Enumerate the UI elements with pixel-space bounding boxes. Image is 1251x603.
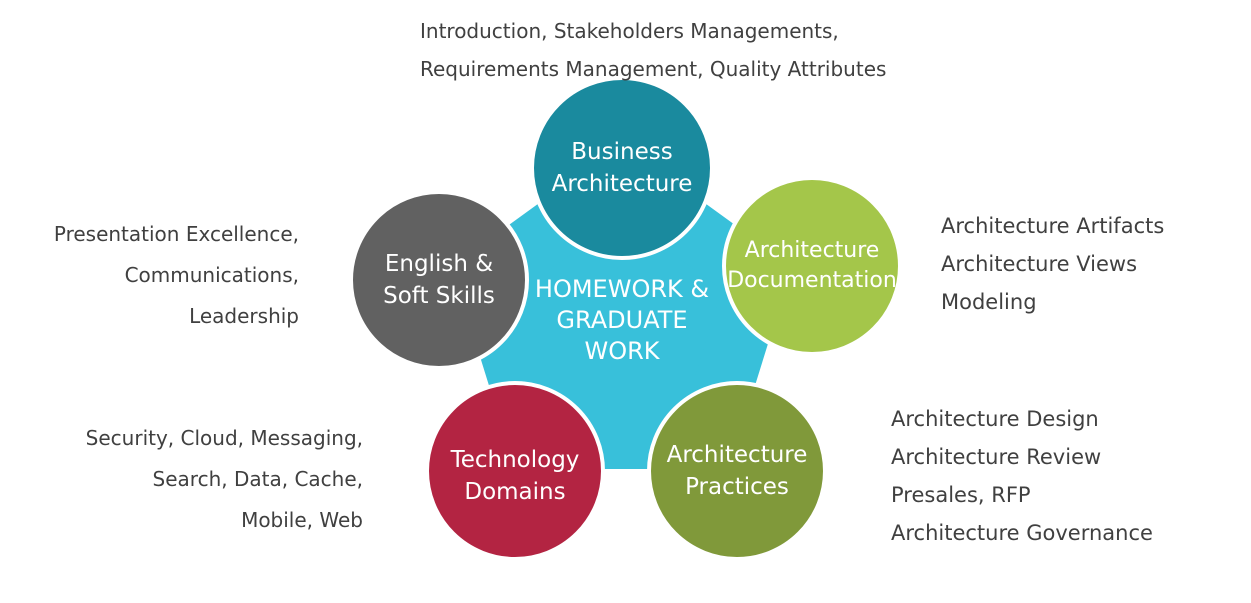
practices-label: Architecture Practices xyxy=(649,436,825,506)
documentation-detail-1: Architecture Artifacts xyxy=(941,214,1165,238)
technology-line-1: Technology xyxy=(450,447,580,473)
documentation-label: Architecture Documentation xyxy=(724,231,900,301)
business-details: Introduction, Stakeholders Managements, … xyxy=(420,12,886,88)
technology-detail-2: Search, Data, Cache, xyxy=(152,467,363,491)
documentation-line-2: Documentation xyxy=(727,268,897,293)
practices-circle xyxy=(647,381,827,561)
english-label: English & Soft Skills xyxy=(351,245,527,315)
technology-circle xyxy=(425,381,605,561)
center-line-2: GRADUATE xyxy=(556,305,688,334)
english-line-2: Soft Skills xyxy=(383,283,495,309)
business-label: Business Architecture xyxy=(532,128,712,208)
business-circle xyxy=(530,76,714,260)
documentation-details: Architecture Artifacts Architecture View… xyxy=(941,207,1164,321)
technology-line-2: Domains xyxy=(464,479,566,505)
technology-detail-1: Security, Cloud, Messaging, xyxy=(85,426,363,450)
documentation-detail-3: Modeling xyxy=(941,290,1037,314)
business-detail-2: Requirements Management, Quality Attribu… xyxy=(420,57,887,81)
english-detail-3: Leadership xyxy=(189,304,299,328)
center-line-1: HOMEWORK & xyxy=(534,274,710,303)
technology-detail-3: Mobile, Web xyxy=(241,508,363,532)
documentation-circle xyxy=(722,176,902,356)
english-details: Presentation Excellence, Communications,… xyxy=(54,214,299,337)
practices-detail-3: Presales, RFP xyxy=(891,483,1031,507)
business-line-2: Architecture xyxy=(551,171,693,197)
practices-detail-2: Architecture Review xyxy=(891,445,1102,469)
english-detail-2: Communications, xyxy=(124,263,299,287)
practices-line-1: Architecture xyxy=(666,442,808,468)
documentation-line-1: Architecture xyxy=(744,238,880,263)
center-line-3: WORK xyxy=(584,336,660,365)
english-detail-1: Presentation Excellence, xyxy=(53,222,299,246)
english-circle xyxy=(349,190,529,370)
documentation-detail-2: Architecture Views xyxy=(941,252,1138,276)
english-line-1: English & xyxy=(384,251,494,277)
technology-details: Security, Cloud, Messaging, Search, Data… xyxy=(86,418,363,541)
practices-details: Architecture Design Architecture Review … xyxy=(891,400,1153,552)
business-detail-1: Introduction, Stakeholders Managements, xyxy=(420,19,839,43)
practices-detail-4: Architecture Governance xyxy=(891,521,1153,545)
center-label: HOMEWORK & GRADUATE WORK xyxy=(522,270,722,370)
technology-label: Technology Domains xyxy=(427,441,603,511)
business-line-1: Business xyxy=(571,139,673,165)
practices-line-2: Practices xyxy=(685,474,789,500)
practices-detail-1: Architecture Design xyxy=(891,407,1099,431)
